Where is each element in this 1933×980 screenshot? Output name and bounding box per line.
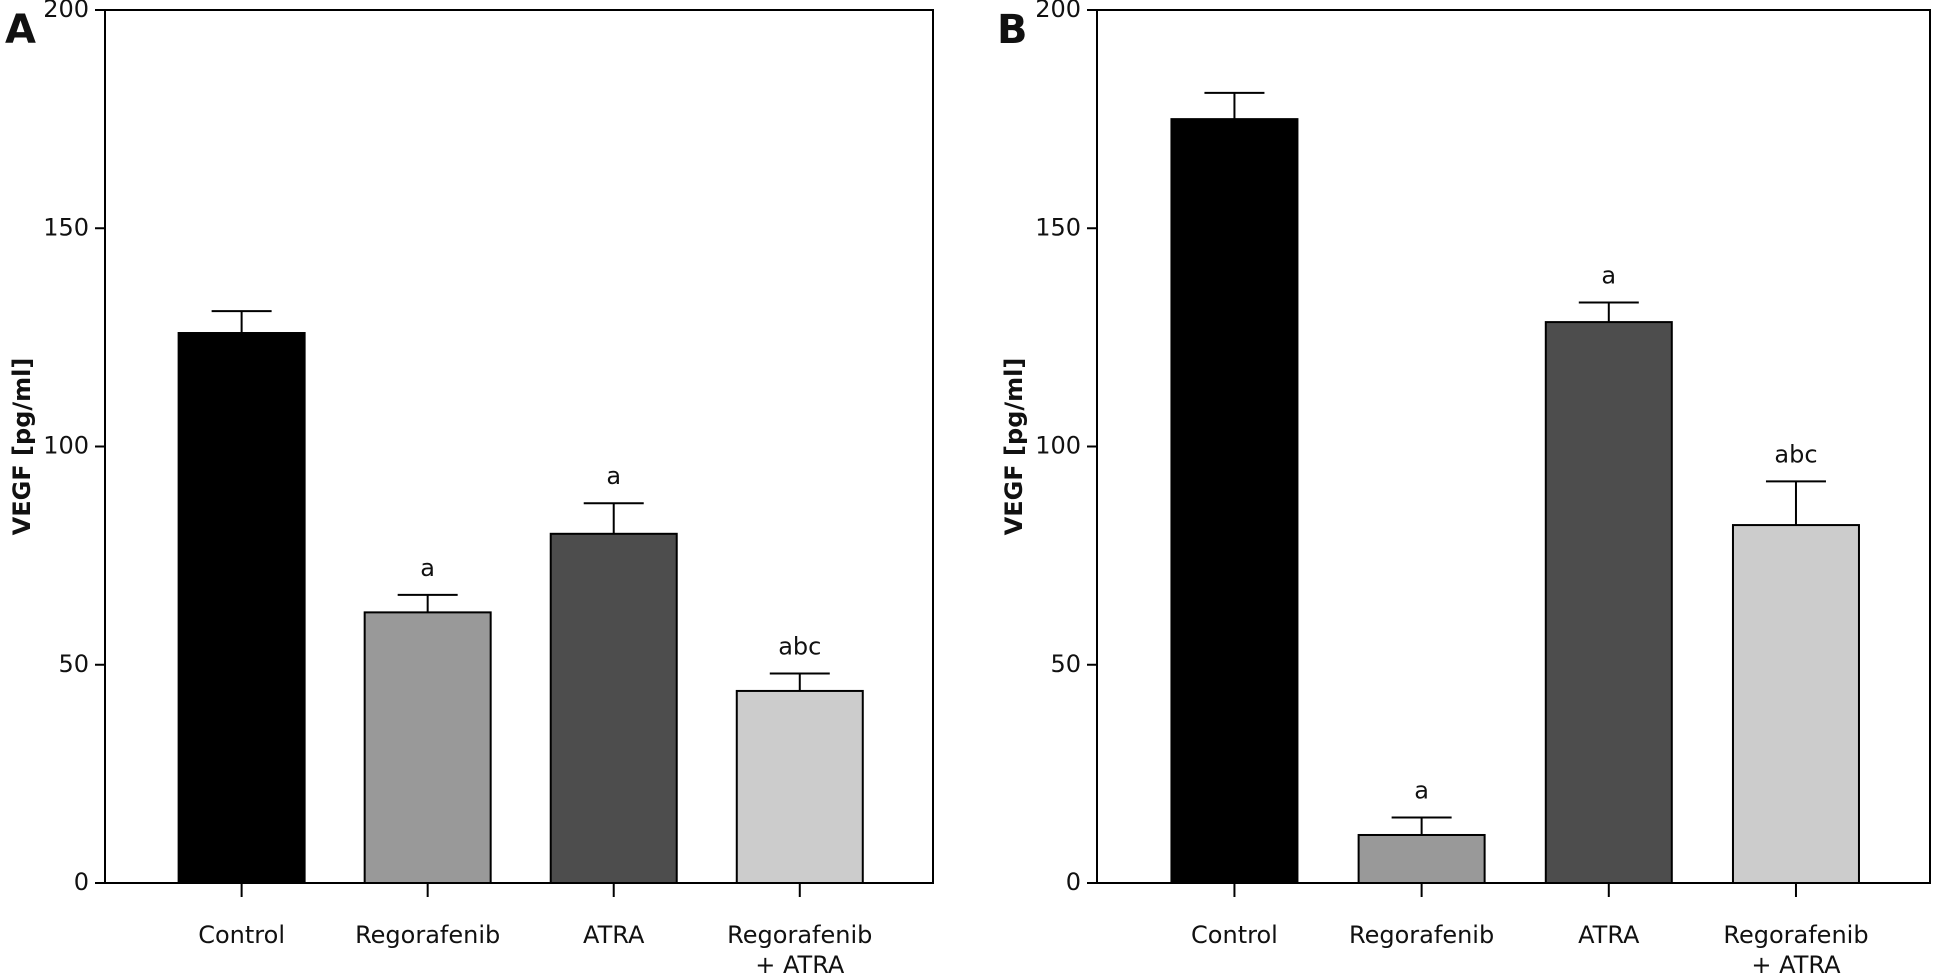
significance-label: a: [606, 462, 621, 490]
x-tick-label: ATRA: [1578, 921, 1640, 949]
bar: [1544, 321, 1673, 885]
bar: [1357, 833, 1486, 884]
significance-label: a: [420, 554, 435, 582]
y-tick-label: 200: [1035, 0, 1081, 23]
y-tick-label: 0: [74, 868, 89, 896]
bar: [1731, 524, 1860, 884]
x-tick-label: Regorafenib + ATRA: [1723, 921, 1868, 979]
y-tick-label: 50: [1050, 650, 1081, 678]
y-tick-label: 150: [43, 213, 89, 241]
x-tick-label: Regorafenib: [1349, 921, 1494, 949]
significance-label: abc: [1774, 440, 1817, 468]
y-tick-label: 200: [43, 0, 89, 23]
x-tick-label: Regorafenib + ATRA: [727, 921, 872, 979]
y-tick-label: 100: [43, 432, 89, 460]
x-tick-label: Control: [198, 921, 285, 949]
y-tick-label: 0: [1066, 868, 1081, 896]
panel-label: B: [997, 7, 1028, 53]
significance-label: a: [1414, 777, 1429, 805]
bar: [549, 532, 678, 884]
x-tick-label: Control: [1191, 921, 1278, 949]
bar: [177, 332, 306, 884]
chart: A VEGF [pg/ml] 0 50 100 150 200 Control Regorafe…: [5, 0, 934, 979]
significance-label: a: [1601, 261, 1616, 289]
x-tick-label: Regorafenib: [355, 921, 500, 949]
y-axis-label: VEGF [pg/ml]: [8, 358, 36, 536]
panel-label: A: [5, 7, 36, 53]
significance-label: abc: [778, 632, 821, 660]
bar: [363, 611, 492, 884]
x-tick-label: ATRA: [583, 921, 645, 949]
y-tick-label: 100: [1035, 432, 1081, 460]
y-axis-label: VEGF [pg/ml]: [1000, 358, 1028, 536]
bar: [735, 689, 864, 884]
chart: B VEGF [pg/ml] 0 50 100 150 200 Control Regorafe…: [997, 0, 1931, 979]
y-tick-label: 50: [58, 650, 89, 678]
bar: [1170, 118, 1299, 884]
y-tick-label: 150: [1035, 213, 1081, 241]
